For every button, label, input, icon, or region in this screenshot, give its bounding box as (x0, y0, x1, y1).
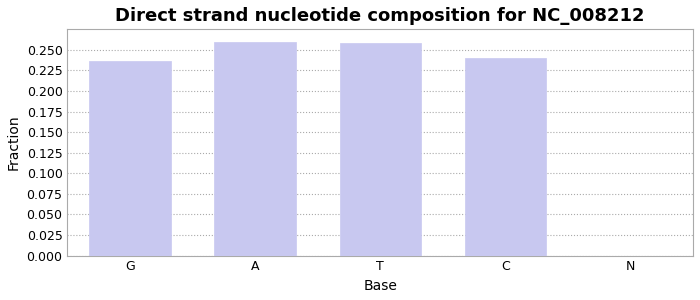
Bar (90, 61, 171, 256)
Bar (340, 43, 421, 256)
Title: Direct strand nucleotide composition for NC_008212: Direct strand nucleotide composition for… (116, 7, 645, 25)
Bar (465, 58, 546, 256)
X-axis label: Base: Base (363, 279, 397, 293)
Y-axis label: Fraction: Fraction (7, 115, 21, 170)
Bar (214, 42, 295, 256)
